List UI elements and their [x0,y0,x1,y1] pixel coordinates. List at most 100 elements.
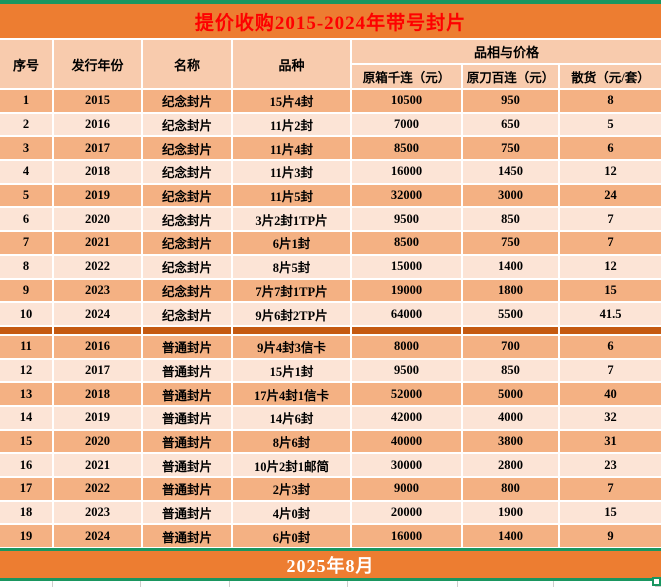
cell-year: 2016 [54,113,141,136]
cell-name: 普通封片 [143,335,231,358]
cell-variety: 11片3封 [233,161,350,183]
cell-loose: 5 [560,113,661,136]
cell-year: 2024 [54,525,141,548]
cell-serial: 2 [0,113,52,136]
cell-name: 纪念封片 [143,279,231,302]
cell-name: 普通封片 [143,478,231,500]
col-header-name: 名称 [143,40,231,88]
cell-variety: 6片1封 [233,232,350,254]
table-row: 4 2018 纪念封片 11片3封 16000 1450 12 [0,161,661,183]
cell-box-thousand: 8000 [352,335,461,358]
cell-box-thousand: 16000 [352,525,461,548]
table-header: 序号 发行年份 名称 品种 品相与价格 原箱千连（元） 原刀百连（元） 散货（元… [0,38,661,88]
grid-remnant-cell [141,581,229,587]
cell-knife-hundred: 800 [463,478,558,500]
section-divider-cell [233,326,350,334]
cell-name: 纪念封片 [143,90,231,112]
cell-box-thousand: 9500 [352,208,461,231]
cell-year: 2019 [54,184,141,207]
cell-serial: 4 [0,161,52,183]
cell-knife-hundred: 1900 [463,501,558,524]
col-header-variety: 品种 [233,40,350,88]
cell-name: 普通封片 [143,359,231,382]
cell-knife-hundred: 700 [463,335,558,358]
cell-loose: 8 [560,90,661,112]
cell-name: 普通封片 [143,501,231,524]
cell-serial: 15 [0,430,52,453]
cell-knife-hundred: 750 [463,232,558,254]
cell-serial: 11 [0,335,52,358]
cell-box-thousand: 19000 [352,279,461,302]
grid-remnant-cell [554,581,655,587]
cell-box-thousand: 10500 [352,90,461,112]
cell-serial: 7 [0,232,52,254]
grid-remnant-cell [348,581,457,587]
cell-serial: 3 [0,137,52,160]
cell-loose: 32 [560,406,661,429]
cell-loose: 15 [560,501,661,524]
cell-knife-hundred: 850 [463,208,558,231]
cell-variety: 17片4封1信卡 [233,383,350,405]
cell-box-thousand: 7000 [352,113,461,136]
page-title: 提价收购2015-2024年带号封片 [194,12,467,34]
cell-knife-hundred: 1450 [463,161,558,183]
cell-year: 2017 [54,359,141,382]
cell-year: 2022 [54,255,141,278]
cell-name: 纪念封片 [143,255,231,278]
cell-name: 普通封片 [143,430,231,453]
cell-box-thousand: 9500 [352,359,461,382]
table-row: 3 2017 纪念封片 11片4封 8500 750 6 [0,137,661,160]
selection-fill-handle[interactable] [652,577,661,586]
section-divider-cell [352,326,461,334]
cell-serial: 19 [0,525,52,548]
col-header-loose: 散货（元/套） [560,65,661,88]
cell-knife-hundred: 4000 [463,406,558,429]
cell-knife-hundred: 3800 [463,430,558,453]
table-body: 1 2015 纪念封片 15片4封 10500 950 8 2 2016 纪念封片 11片2封 700… [0,88,661,548]
cell-name: 纪念封片 [143,113,231,136]
cell-knife-hundred: 2800 [463,454,558,476]
table-row: 2 2016 纪念封片 11片2封 7000 650 5 [0,113,661,136]
cell-serial: 14 [0,406,52,429]
cell-year: 2020 [54,430,141,453]
cell-loose: 23 [560,454,661,476]
cell-year: 2024 [54,303,141,325]
title-banner: 提价收购2015-2024年带号封片 [0,4,661,38]
cell-year: 2015 [54,90,141,112]
section-divider-cell [54,326,141,334]
cell-name: 普通封片 [143,383,231,405]
cell-box-thousand: 9000 [352,478,461,500]
col-header-box-thousand: 原箱千连（元） [352,65,461,88]
col-header-knife-hundred: 原刀百连（元） [463,65,558,88]
cell-knife-hundred: 750 [463,137,558,160]
grid-remnant-cell [53,581,140,587]
col-header-year: 发行年份 [54,40,141,88]
cell-variety: 2片3封 [233,478,350,500]
cell-variety: 7片7封1TP片 [233,279,350,302]
table-row: 14 2019 普通封片 14片6封 42000 4000 32 [0,406,661,429]
table-row: 17 2022 普通封片 2片3封 9000 800 7 [0,478,661,500]
cell-box-thousand: 30000 [352,454,461,476]
cell-year: 2020 [54,208,141,231]
cell-knife-hundred: 1400 [463,255,558,278]
table-row: 10 2024 纪念封片 9片6封2TP片 64000 5500 41.5 [0,303,661,325]
cell-serial: 18 [0,501,52,524]
col-header-price-group: 品相与价格 [352,40,661,63]
cell-serial: 9 [0,279,52,302]
cell-knife-hundred: 1800 [463,279,558,302]
cell-name: 普通封片 [143,525,231,548]
cell-loose: 6 [560,137,661,160]
cell-knife-hundred: 650 [463,113,558,136]
cell-box-thousand: 40000 [352,430,461,453]
cell-knife-hundred: 850 [463,359,558,382]
cell-knife-hundred: 5000 [463,383,558,405]
cell-name: 纪念封片 [143,208,231,231]
table-row: 7 2021 纪念封片 6片1封 8500 750 7 [0,232,661,254]
cell-variety: 15片1封 [233,359,350,382]
cell-year: 2023 [54,501,141,524]
cell-knife-hundred: 5500 [463,303,558,325]
cell-variety: 10片2封1邮简 [233,454,350,476]
cell-name: 纪念封片 [143,232,231,254]
cell-variety: 3片2封1TP片 [233,208,350,231]
